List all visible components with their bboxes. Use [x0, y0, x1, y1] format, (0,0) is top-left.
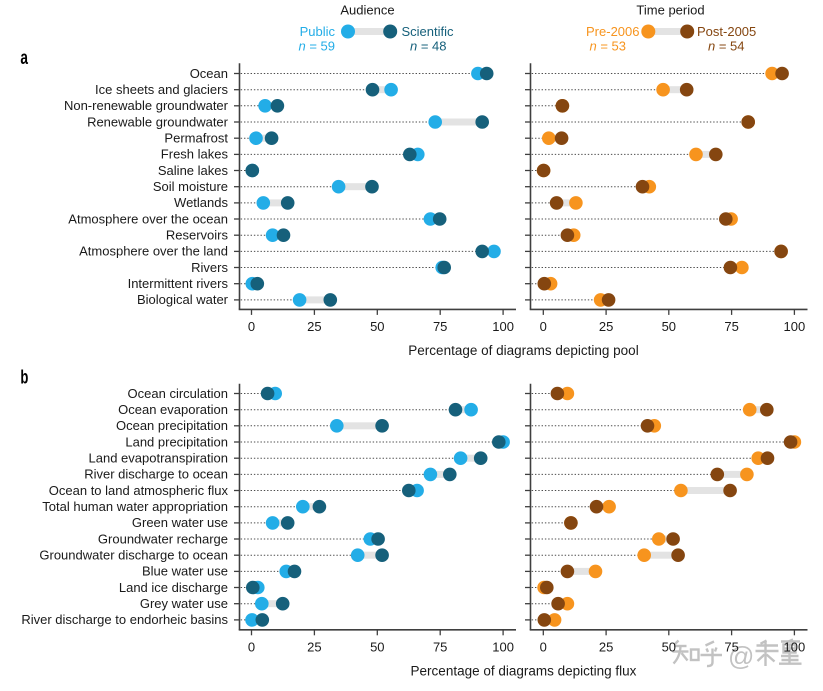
- svg-text:75: 75: [433, 319, 447, 334]
- svg-text:Scientific: Scientific: [402, 24, 455, 39]
- svg-text:Time period: Time period: [636, 3, 704, 18]
- svg-text:Biological water: Biological water: [137, 292, 229, 307]
- svg-text:100: 100: [784, 639, 806, 654]
- svg-text:Wetlands: Wetlands: [174, 195, 228, 210]
- svg-text:25: 25: [307, 319, 321, 334]
- svg-text:Soil moisture: Soil moisture: [153, 179, 228, 194]
- svg-text:Intermittent rivers: Intermittent rivers: [128, 276, 229, 291]
- svg-text:Blue water use: Blue water use: [142, 564, 228, 579]
- svg-text:Ocean evaporation: Ocean evaporation: [118, 402, 228, 417]
- svg-text:0: 0: [248, 319, 255, 334]
- svg-text:50: 50: [370, 319, 384, 334]
- svg-text:0: 0: [540, 319, 547, 334]
- svg-text:Non-renewable groundwater: Non-renewable groundwater: [64, 98, 229, 113]
- svg-text:River discharge to endorheic b: River discharge to endorheic basins: [21, 612, 228, 627]
- svg-text:n = 59: n = 59: [298, 39, 335, 54]
- svg-text:25: 25: [599, 319, 613, 334]
- svg-text:100: 100: [784, 319, 806, 334]
- svg-text:Percentage of diagrams depicti: Percentage of diagrams depicting flux: [411, 664, 637, 679]
- svg-text:100: 100: [492, 639, 514, 654]
- svg-text:a: a: [20, 48, 28, 69]
- svg-text:b: b: [20, 368, 28, 389]
- svg-text:Post-2005: Post-2005: [697, 24, 756, 39]
- svg-text:50: 50: [370, 639, 384, 654]
- svg-text:Groundwater recharge: Groundwater recharge: [98, 531, 228, 546]
- svg-text:Ice sheets and glaciers: Ice sheets and glaciers: [95, 82, 228, 97]
- svg-text:Saline lakes: Saline lakes: [158, 163, 229, 178]
- svg-text:Audience: Audience: [340, 3, 394, 18]
- svg-text:Permafrost: Permafrost: [164, 131, 228, 146]
- svg-text:75: 75: [724, 319, 738, 334]
- svg-text:Ocean precipitation: Ocean precipitation: [116, 418, 228, 433]
- svg-text:50: 50: [662, 639, 676, 654]
- svg-text:Atmosphere over the ocean: Atmosphere over the ocean: [68, 211, 228, 226]
- svg-text:Renewable groundwater: Renewable groundwater: [87, 114, 229, 129]
- svg-text:Land precipitation: Land precipitation: [125, 434, 228, 449]
- svg-text:Grey water use: Grey water use: [140, 596, 228, 611]
- svg-text:Atmosphere over the land: Atmosphere over the land: [79, 244, 228, 259]
- svg-text:Fresh lakes: Fresh lakes: [161, 147, 229, 162]
- svg-text:0: 0: [248, 639, 255, 654]
- svg-text:Public: Public: [300, 24, 336, 39]
- svg-text:River discharge to ocean: River discharge to ocean: [84, 467, 228, 482]
- svg-text:Ocean circulation: Ocean circulation: [128, 386, 228, 401]
- svg-text:Land ice discharge: Land ice discharge: [119, 580, 228, 595]
- svg-text:n = 48: n = 48: [410, 39, 447, 54]
- svg-text:Reservoirs: Reservoirs: [166, 228, 229, 243]
- svg-text:Pre-2006: Pre-2006: [586, 24, 639, 39]
- svg-text:50: 50: [662, 319, 676, 334]
- svg-text:Ocean to land atmospheric flux: Ocean to land atmospheric flux: [49, 483, 229, 498]
- svg-text:n = 53: n = 53: [589, 39, 626, 54]
- svg-text:25: 25: [599, 639, 613, 654]
- svg-text:Green water use: Green water use: [132, 515, 228, 530]
- svg-text:Percentage of diagrams depicti: Percentage of diagrams depicting pool: [408, 343, 638, 358]
- svg-text:Total human water appropriatio: Total human water appropriation: [42, 499, 228, 514]
- svg-text:@: @: [728, 641, 754, 671]
- svg-text:n = 54: n = 54: [708, 39, 745, 54]
- svg-text:Rivers: Rivers: [191, 260, 228, 275]
- svg-text:Ocean: Ocean: [190, 66, 228, 81]
- svg-text:Land evapotranspiration: Land evapotranspiration: [89, 451, 229, 466]
- svg-text:100: 100: [492, 319, 514, 334]
- svg-text:75: 75: [724, 639, 738, 654]
- svg-text:75: 75: [433, 639, 447, 654]
- svg-text:0: 0: [540, 639, 547, 654]
- svg-text:25: 25: [307, 639, 321, 654]
- svg-text:Groundwater discharge to ocean: Groundwater discharge to ocean: [39, 548, 228, 563]
